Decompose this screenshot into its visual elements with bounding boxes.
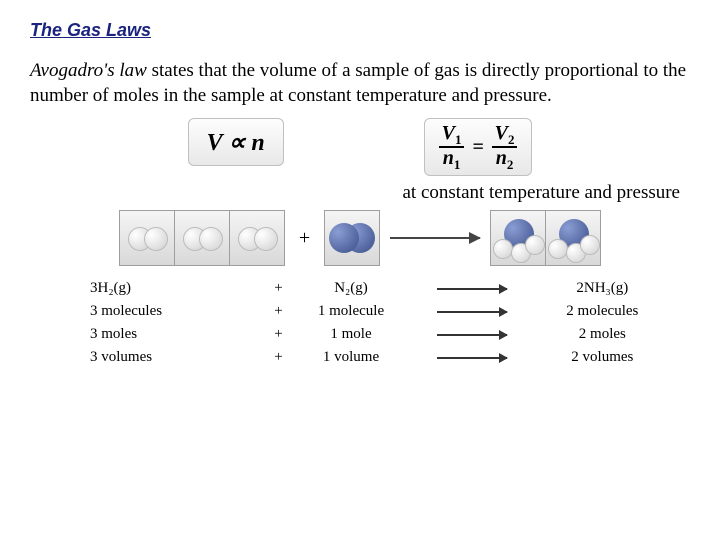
main-paragraph: Avogadro's law states that the volume of…: [30, 59, 690, 108]
cell: 1 molecule: [293, 303, 409, 320]
h2-box: [119, 210, 175, 266]
volumes-row: 3 volumes + 1 volume 2 volumes: [50, 349, 670, 366]
cell: 3 moles: [50, 326, 264, 343]
h2-group: [119, 210, 285, 266]
cell: 3 volumes: [50, 349, 264, 366]
stoichiometry-table: 3H₂(g) + N₂(g) 2NH₃(g) 3 molecules + 1 m…: [50, 280, 670, 366]
nh3-group: [490, 210, 601, 266]
cell: 1 volume: [293, 349, 409, 366]
n2-group: [324, 210, 380, 266]
eq-reactant1: 3H₂(g): [50, 280, 264, 297]
eq-arrow: [409, 288, 535, 290]
n2-box: [324, 210, 380, 266]
formula-row: V ∝ n V1 n1 = V2 n2: [30, 118, 690, 176]
moles-row: 3 moles + 1 mole 2 moles: [50, 326, 670, 343]
reaction-arrow: [390, 237, 480, 239]
formula-ratio: V1 n1 = V2 n2: [424, 118, 533, 176]
molecules-row: 3 molecules + 1 molecule 2 molecules: [50, 303, 670, 320]
eq-reactant2: N₂(g): [293, 280, 409, 297]
equals-sign: =: [464, 136, 491, 159]
cell: 3 molecules: [50, 303, 264, 320]
cell-plus: +: [264, 326, 293, 343]
formula-simple-text: V ∝ n: [207, 128, 265, 157]
cell: 2 moles: [535, 326, 670, 343]
reaction-diagram: +: [30, 210, 690, 266]
eq-plus: +: [264, 280, 293, 297]
cell-plus: +: [264, 349, 293, 366]
h2-box: [230, 210, 285, 266]
cell-plus: +: [264, 303, 293, 320]
law-name: Avogadro's law: [30, 60, 147, 81]
equation-row: 3H₂(g) + N₂(g) 2NH₃(g): [50, 280, 670, 297]
cell-arrow: [409, 334, 535, 336]
nh3-box: [490, 210, 546, 266]
h2-box: [175, 210, 230, 266]
formula-v-prop-n: V ∝ n: [188, 118, 284, 166]
slide-title: The Gas Laws: [30, 20, 690, 41]
cell-arrow: [409, 357, 535, 359]
nh3-box: [546, 210, 601, 266]
plus-sign: +: [295, 227, 314, 250]
cell: 2 volumes: [535, 349, 670, 366]
eq-product: 2NH₃(g): [535, 280, 670, 297]
frac-right: V2 n2: [492, 123, 518, 171]
cell-arrow: [409, 311, 535, 313]
frac-left: V1 n1: [439, 123, 465, 171]
cell: 2 molecules: [535, 303, 670, 320]
cell: 1 mole: [293, 326, 409, 343]
condition-text: at constant temperature and pressure: [30, 182, 680, 204]
